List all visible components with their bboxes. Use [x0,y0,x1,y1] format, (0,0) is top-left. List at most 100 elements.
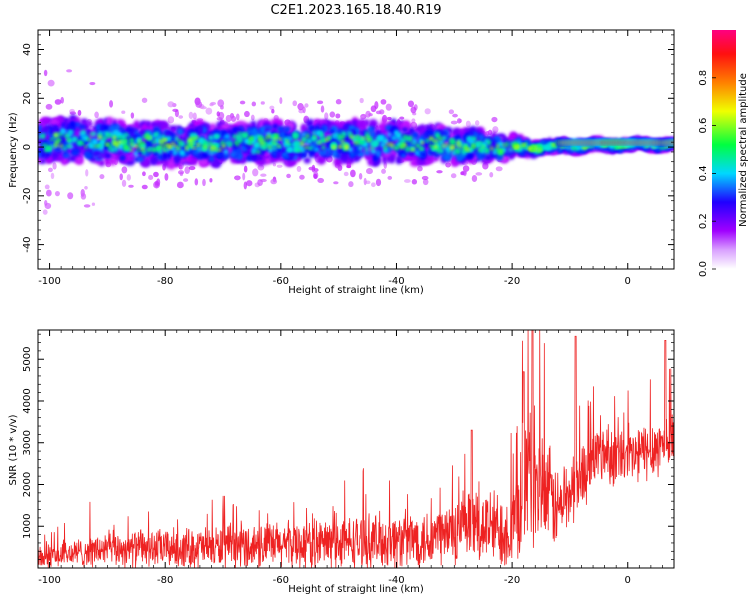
heatmap-cell [348,181,354,188]
heatmap-cell [313,173,318,179]
heatmap-cell [358,172,363,180]
heatmap-cell [44,202,52,210]
heatmap-cell [225,114,232,122]
heatmap-cell [368,113,373,117]
heatmap-cell [528,147,532,150]
heatmap-cell [101,136,108,140]
x-tick-label: 0 [625,575,631,586]
heatmap-cell [301,138,306,142]
heatmap-cell [49,119,59,125]
heatmap-cell [88,143,94,148]
heatmap-cell [355,135,359,138]
heatmap-cell [492,149,497,156]
heatmap-cell [389,142,394,147]
heatmap-cell [130,112,135,119]
y-tick-label: 3000 [22,430,33,455]
heatmap-cell [313,135,317,139]
heatmap-cell [116,133,123,137]
heatmap-cell [52,152,59,159]
heatmap-cell [192,112,197,120]
heatmap-cell [86,121,93,127]
heatmap-cell [299,145,304,151]
heatmap-cell [337,133,342,139]
heatmap-cell [379,109,385,115]
heatmap-cell [205,107,213,115]
heatmap-cell [332,134,337,140]
heatmap-cell [39,150,47,159]
heatmap-cell [468,138,475,145]
heatmap-cell [167,101,175,108]
heatmap-cell [400,138,406,143]
heatmap-cell [43,69,48,77]
colorbar: 0.0 0.2 0.4 0.6 0.8 Normalized spectral ampl… [698,30,749,277]
heatmap-cell [220,105,224,110]
heatmap-cell [188,111,194,120]
heatmap-cell [45,146,52,150]
heatmap-cell [496,144,500,149]
heatmap-cell [177,141,183,146]
heatmap-cell [271,108,275,114]
heatmap-cell [78,124,86,130]
heatmap-cell [96,131,103,136]
heatmap-cell [410,147,415,152]
heatmap-cell [87,138,91,142]
heatmap-cell [422,178,429,186]
heatmap-cell [350,169,356,178]
heatmap-cell [157,135,162,140]
snr-series-line [38,330,674,568]
heatmap-cell [267,145,273,149]
heatmap-cell [269,105,275,110]
heatmap-cell [192,147,196,150]
heatmap-cell [108,145,113,150]
y-tick-label: 4000 [22,388,33,413]
heatmap-cell [41,133,45,140]
heatmap-cell [325,137,329,142]
heatmap-cell [382,138,389,144]
heatmap-cell [107,156,118,166]
heatmap-cell [537,147,542,152]
heatmap-cell [410,106,417,114]
heatmap-cell [306,138,313,144]
heatmap-cell [153,131,160,138]
heatmap-cell [260,140,265,146]
heatmap-cell [297,102,304,111]
heatmap-cell [137,149,141,152]
heatmap-cell [421,151,427,159]
y-tick-label: 20 [22,92,33,105]
heatmap-cell [178,170,185,175]
heatmap-cell [179,149,185,156]
heatmap-ylabel: Frequency (Hz) [8,112,19,188]
heatmap-cell [492,126,499,134]
heatmap-cell [196,143,201,147]
heatmap-cell [304,146,309,150]
heatmap-cell [196,126,204,134]
heatmap-cell [44,184,50,190]
heatmap-cell [490,146,494,151]
heatmap-cell [318,150,325,155]
heatmap-cell [337,148,343,156]
heatmap-cell [235,113,240,121]
heatmap-cell [415,143,421,149]
heatmap-cell [92,139,98,145]
heatmap-cell [135,144,139,149]
heatmap-cell [203,145,208,149]
heatmap-cell [286,173,291,179]
heatmap-cell [117,143,124,150]
heatmap-cell [255,150,261,154]
heatmap-cell [308,166,316,171]
heatmap-cell [433,139,437,143]
heatmap-cell [221,144,226,148]
heatmap-cell [178,115,184,119]
heatmap-cell [117,136,123,140]
heatmap-cell [381,154,388,165]
y-tick-label: 5000 [22,347,33,372]
heatmap-cell [483,147,490,154]
heatmap-cell [104,153,112,159]
heatmap-cell [338,146,342,149]
heatmap-cell [94,111,99,119]
colorbar-gradient [712,30,736,269]
heatmap-cell [455,149,461,155]
heatmap-cell [287,151,294,159]
heatmap-cell [157,146,161,151]
heatmap-cell [158,149,163,155]
